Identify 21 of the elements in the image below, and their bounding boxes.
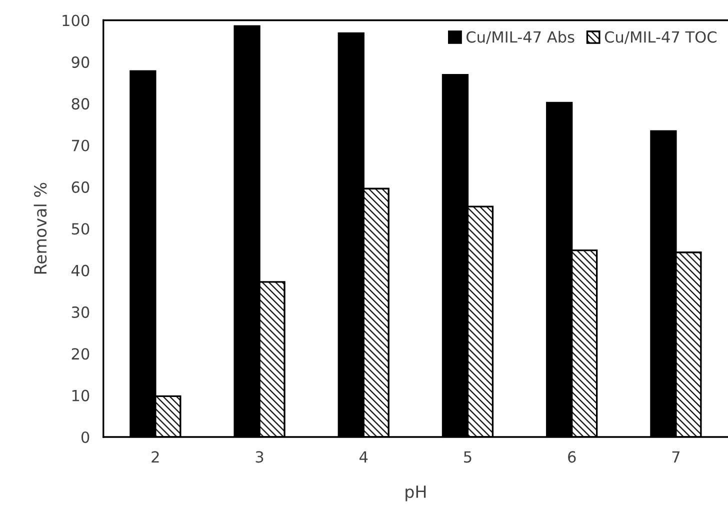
y-tick-label: 100 (62, 14, 90, 26)
legend-label: Cu/MIL-47 Abs (466, 30, 574, 44)
x-tick-label: 2 (152, 451, 159, 462)
x-tick-label: 6 (568, 451, 576, 463)
y-tick-label: 70 (72, 140, 90, 152)
y-tick-label: 60 (72, 181, 90, 193)
y-axis-title: Removal % (34, 182, 47, 274)
y-tick-label: 90 (72, 56, 90, 68)
y-tick-label: 80 (72, 98, 90, 110)
y-tick-label: 50 (72, 223, 90, 235)
x-tick-label: 3 (256, 451, 264, 463)
y-tick-label: 10 (72, 390, 90, 402)
x-tick-label: 5 (464, 451, 472, 463)
y-tick-label: 30 (72, 306, 90, 318)
legend-label: Cu/MIL-47 TOC (604, 31, 716, 44)
y-tick-label: 0 (81, 431, 90, 444)
y-tick-label: 40 (71, 264, 90, 276)
x-tick-label: 4 (360, 451, 368, 462)
x-tick-label: 7 (672, 451, 680, 462)
x-axis-title: pH (406, 486, 426, 502)
y-tick-label: 20 (72, 348, 90, 360)
